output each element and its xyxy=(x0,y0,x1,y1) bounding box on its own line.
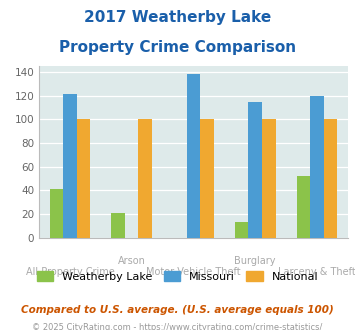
Text: Burglary: Burglary xyxy=(235,256,276,266)
Text: Compared to U.S. average. (U.S. average equals 100): Compared to U.S. average. (U.S. average … xyxy=(21,305,334,315)
Text: All Property Crime: All Property Crime xyxy=(26,267,114,277)
Bar xyxy=(77,119,90,238)
Text: Arson: Arson xyxy=(118,256,146,266)
Text: Larceny & Theft: Larceny & Theft xyxy=(278,267,355,277)
Text: Property Crime Comparison: Property Crime Comparison xyxy=(59,40,296,54)
Bar xyxy=(262,119,275,238)
Bar xyxy=(200,119,214,238)
Bar xyxy=(324,119,337,238)
Bar xyxy=(138,119,152,238)
Bar xyxy=(111,213,125,238)
Bar xyxy=(297,176,310,238)
Bar xyxy=(235,222,248,238)
Bar xyxy=(310,96,324,238)
Bar xyxy=(248,102,262,238)
Text: 2017 Weatherby Lake: 2017 Weatherby Lake xyxy=(84,10,271,25)
Text: Motor Vehicle Theft: Motor Vehicle Theft xyxy=(146,267,241,277)
Legend: Weatherby Lake, Missouri, National: Weatherby Lake, Missouri, National xyxy=(32,267,323,286)
Text: © 2025 CityRating.com - https://www.cityrating.com/crime-statistics/: © 2025 CityRating.com - https://www.city… xyxy=(32,323,323,330)
Bar xyxy=(63,94,77,238)
Bar xyxy=(187,74,200,238)
Bar xyxy=(50,189,63,238)
